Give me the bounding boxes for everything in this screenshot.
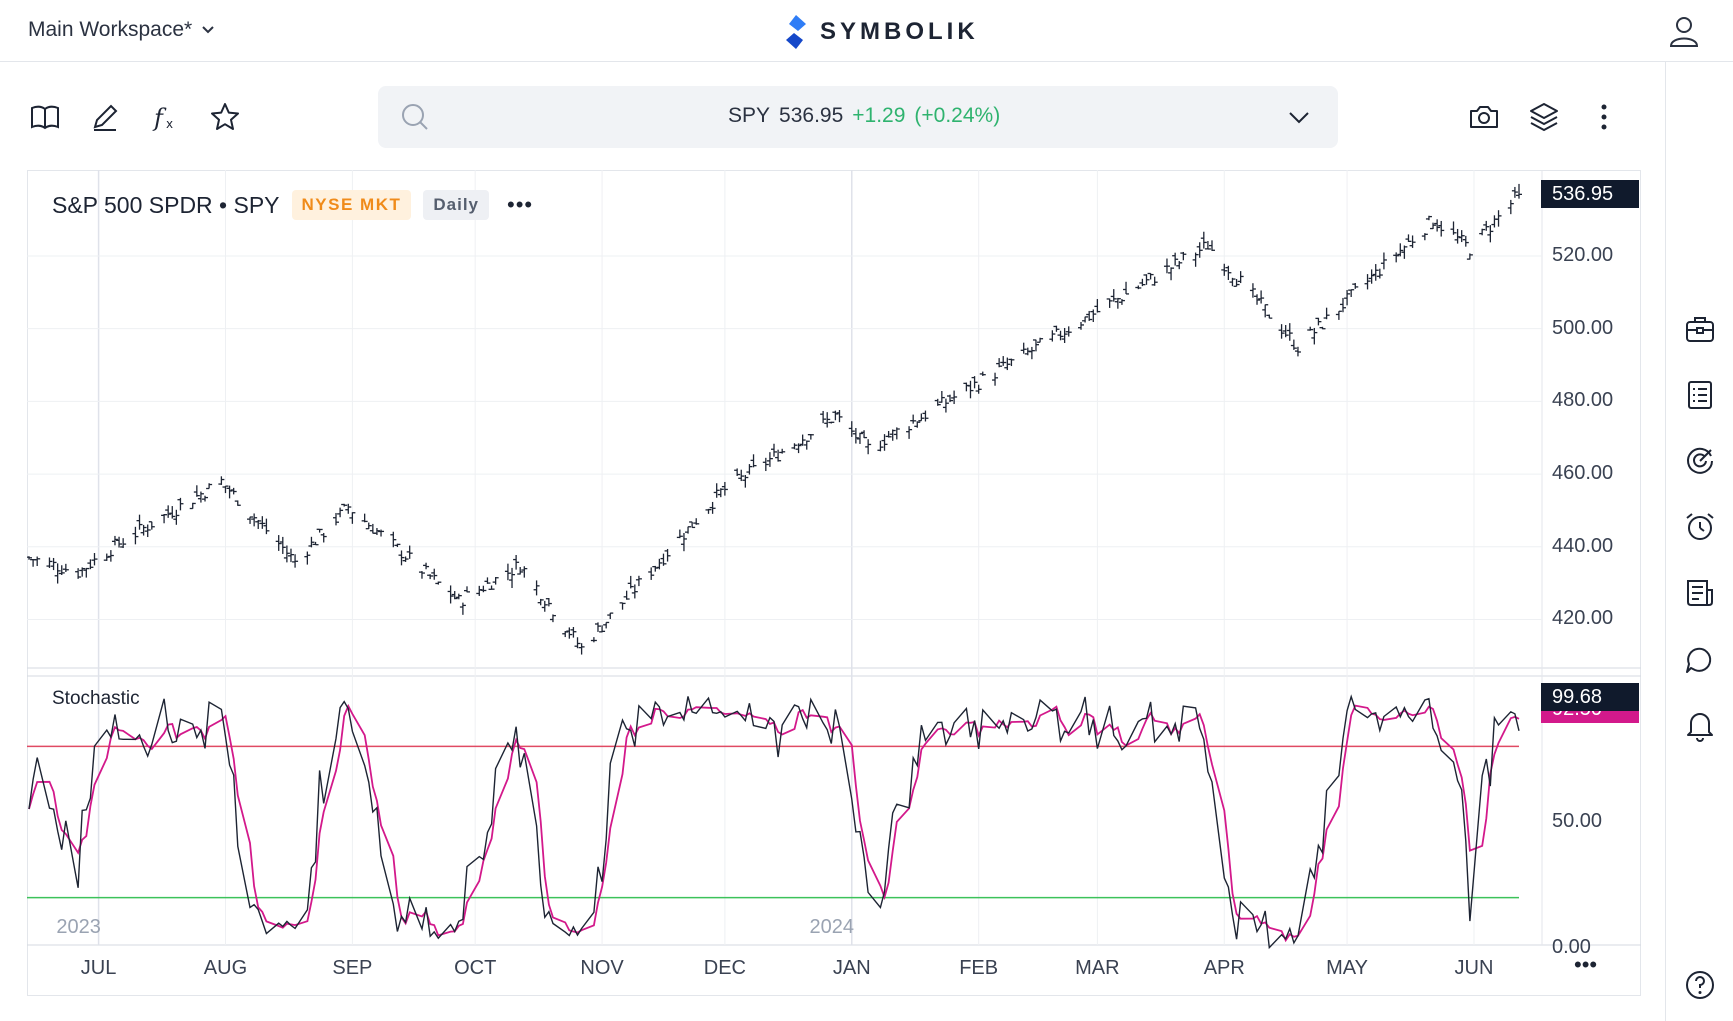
bell-icon[interactable] [1683, 708, 1717, 742]
symbol-search-bar[interactable]: SPY 536.95 +1.29 (+0.24%) [378, 86, 1338, 148]
layers-icon[interactable] [1527, 100, 1561, 134]
month-label: JAN [832, 957, 871, 979]
month-label: SEP [332, 957, 373, 979]
news-icon[interactable] [1683, 576, 1717, 610]
month-label: NOV [580, 957, 624, 979]
last-price-tag: 536.95 [1541, 180, 1639, 209]
search-icon [402, 104, 428, 130]
brand: SYMBOLIK [784, 14, 979, 50]
svg-text:x: x [166, 117, 173, 131]
chart-canvas[interactable] [27, 170, 1641, 996]
workspace-selector[interactable]: Main Workspace* [28, 18, 216, 42]
svg-text:f: f [152, 104, 167, 132]
quote-symbol: SPY [728, 104, 771, 127]
top-bar: Main Workspace* SYMBOLIK [0, 0, 1733, 62]
stochastic-label: Stochastic [52, 688, 140, 709]
price-axis-label: 420.00 [1552, 607, 1614, 630]
chevron-down-icon[interactable] [1286, 104, 1312, 130]
stoch-axis-label: 50.00 [1552, 809, 1603, 832]
function-icon[interactable]: f x [148, 100, 182, 134]
year-label: 2024 [809, 916, 855, 938]
stoch-axis-label: 0.00 [1552, 935, 1591, 958]
star-icon[interactable] [208, 100, 242, 134]
chart-more-button[interactable]: ••• [507, 192, 534, 217]
book-icon[interactable] [28, 100, 62, 134]
chat-icon[interactable] [1683, 642, 1717, 676]
chart-header: S&P 500 SPDR • SPY NYSE MKT Daily ••• [52, 190, 539, 220]
price-axis-label: 520.00 [1552, 243, 1614, 266]
quote-last: 536.95 [779, 104, 844, 127]
chart-title: S&P 500 SPDR • SPY [52, 191, 280, 218]
stochastic-pane [27, 694, 1520, 950]
brand-name: SYMBOLIK [820, 18, 979, 45]
month-label: JUL [80, 957, 117, 979]
price-axis-label: 480.00 [1552, 389, 1614, 412]
pencil-icon[interactable] [88, 100, 122, 134]
camera-icon[interactable] [1467, 100, 1501, 134]
exchange-badge: NYSE MKT [291, 190, 412, 220]
alarm-clock-icon[interactable] [1683, 510, 1717, 544]
user-icon[interactable] [1667, 14, 1701, 48]
stoch-k-line [28, 694, 1520, 950]
stoch-k-tag: 99.68 [1541, 682, 1639, 711]
help-icon[interactable] [1683, 968, 1717, 1002]
price-axis-label: 440.00 [1552, 534, 1614, 557]
briefcase-icon[interactable] [1683, 312, 1717, 346]
workspace-name: Main Workspace* [28, 18, 193, 41]
month-label: APR [1203, 957, 1245, 979]
chevron-down-icon [202, 26, 214, 34]
more-vertical-icon[interactable] [1587, 100, 1621, 134]
price-bars [27, 183, 1522, 655]
price-axis-label: 500.00 [1552, 316, 1614, 339]
list-icon[interactable] [1683, 378, 1717, 412]
year-label: 2023 [56, 916, 101, 938]
quote-change-pct: (+0.24%) [914, 104, 1001, 127]
month-label: OCT [454, 957, 497, 979]
symbol-quote: SPY 536.95 +1.29 (+0.24%) [728, 104, 1000, 128]
quote-change: +1.29 [852, 104, 906, 127]
axis-more-button[interactable]: ••• [1574, 952, 1598, 977]
chart-frame [27, 170, 1641, 996]
price-axis-label: 460.00 [1552, 462, 1614, 485]
month-label: FEB [959, 957, 999, 979]
right-rail [1665, 62, 1733, 1021]
chart-grid [27, 170, 1641, 946]
month-label: DEC [703, 957, 746, 979]
month-label: AUG [203, 957, 248, 979]
symbolik-logo-icon [786, 15, 806, 49]
month-label: MAR [1075, 957, 1120, 979]
month-label: JUN [1454, 957, 1494, 979]
interval-badge[interactable]: Daily [423, 190, 490, 220]
radar-icon[interactable] [1683, 444, 1717, 478]
month-label: MAY [1326, 957, 1368, 979]
